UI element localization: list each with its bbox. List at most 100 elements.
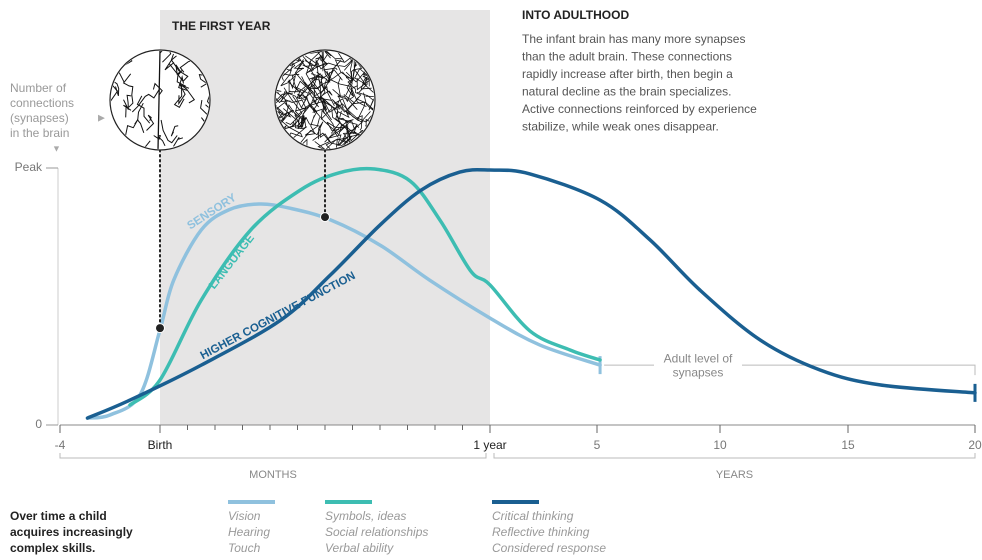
neuron-fiber [342,132,357,146]
neuron-fiber [326,121,362,138]
group-label: MONTHS [249,469,297,481]
x-tick-label: 20 [968,438,982,452]
neuron-fiber [304,54,326,70]
legend-skill: Social relationships [325,525,428,539]
legend-skill: Vision [228,509,261,523]
neuron-fiber [160,119,178,144]
neuron-fiber [337,88,367,109]
neuron-fiber [137,102,145,133]
neuron-fiber [304,96,322,111]
neuron-fiber [306,51,323,74]
neuron-fiber [324,119,354,143]
neuron-fiber [333,107,349,133]
y-axis-label: (synapses) [10,111,69,125]
neuron-fiber [363,92,374,114]
neuron-fiber [111,90,119,106]
x-tick-label: 10 [713,438,727,452]
x-tick-label: Birth [148,438,173,452]
neuron-fiber [338,110,356,133]
neuron-fiber [136,95,151,124]
y-tick-label: Peak [15,160,43,174]
neuron-fiber [198,73,208,88]
neuron-fiber [320,70,335,106]
annotation-line: than the adult brain. These connections [522,50,732,64]
neuron-fiber [288,75,308,93]
x-tick-label: 15 [841,438,855,452]
neuron-fiber [362,79,374,103]
annotation-line: rapidly increase after birth, then begin… [522,67,733,81]
arrow: ▼ [52,143,61,153]
neuron-fiber [292,95,307,128]
series-line [85,202,602,420]
series-line [85,167,977,420]
neuron-fiber [164,55,177,71]
neuron-fiber [328,132,346,147]
neuron-fiber [122,73,134,108]
x-tick-label: 1 year [473,438,506,452]
neuron-fiber [335,51,350,62]
neuron-fiber [276,91,302,109]
neuron-fiber [322,98,359,120]
legend-skill: Verbal ability [325,541,394,555]
adult-level-line [604,364,976,376]
neuron-fiber [348,136,356,149]
y-axis-label: Number of [10,81,67,95]
legend-title: acquires increasingly [10,525,133,539]
neuron-axon [157,51,161,149]
neuron-fiber [293,60,307,86]
neuron-fiber [322,51,343,62]
callout-dot [320,212,330,223]
neuron-fiber [170,125,179,137]
neuron-fiber [304,55,329,99]
y-tick-label: 0 [35,417,42,431]
neuron-fiber [114,81,120,97]
neuron-fiber [173,137,184,147]
region-label: THE FIRST YEAR [172,19,271,33]
neuron-fiber [337,95,358,110]
annotation-title: INTO ADULTHOOD [522,8,629,22]
neuron-fiber [365,95,374,111]
neuron-fiber [312,108,339,138]
neuron-fiber [159,51,172,63]
neuron-fiber [341,68,355,85]
neuron-fiber [320,108,332,121]
legend-skill: Hearing [228,525,270,539]
annotation-line: stabilize, while weak ones disappear. [522,120,719,134]
neuron-fiber [312,132,331,149]
neuron-fiber [308,75,327,112]
neuron-fiber [296,73,321,99]
neuron-fiber [304,115,320,136]
neuron-fiber [315,59,339,70]
neuron-fiber [333,98,371,123]
neuron-fiber [291,59,308,100]
neuron-fiber [319,126,353,149]
neuron-fiber [306,74,323,90]
neuron-fiber [178,83,188,106]
group-bracket [59,453,487,459]
callout-dot [155,323,165,334]
series-line [128,166,602,407]
neuron-fiber [118,51,128,52]
neuron-fiber [123,104,132,118]
x-tick-label: -4 [55,438,66,452]
y-axis-label: connections [10,96,74,110]
neuron-fiber [343,94,355,110]
neuron-fiber [175,64,186,87]
annotation-line: Active connections reinforced by experie… [522,102,757,116]
adult-level-label: Adult level of [664,351,733,365]
legend-skill: Reflective thinking [492,525,590,539]
neuron-fiber [310,51,332,59]
neuron-fiber [306,99,343,136]
neuron-fiber [309,51,324,72]
group-label: YEARS [716,469,753,481]
neuron-fiber [178,74,196,104]
neuron-fiber [332,76,342,98]
neuron-fiber [131,88,160,113]
x-tick-label: 5 [594,438,601,452]
neuron-fiber [152,82,163,95]
neuron-fiber [146,114,155,131]
legend-title: Over time a child [10,509,107,523]
neuron-fiber [283,87,303,125]
